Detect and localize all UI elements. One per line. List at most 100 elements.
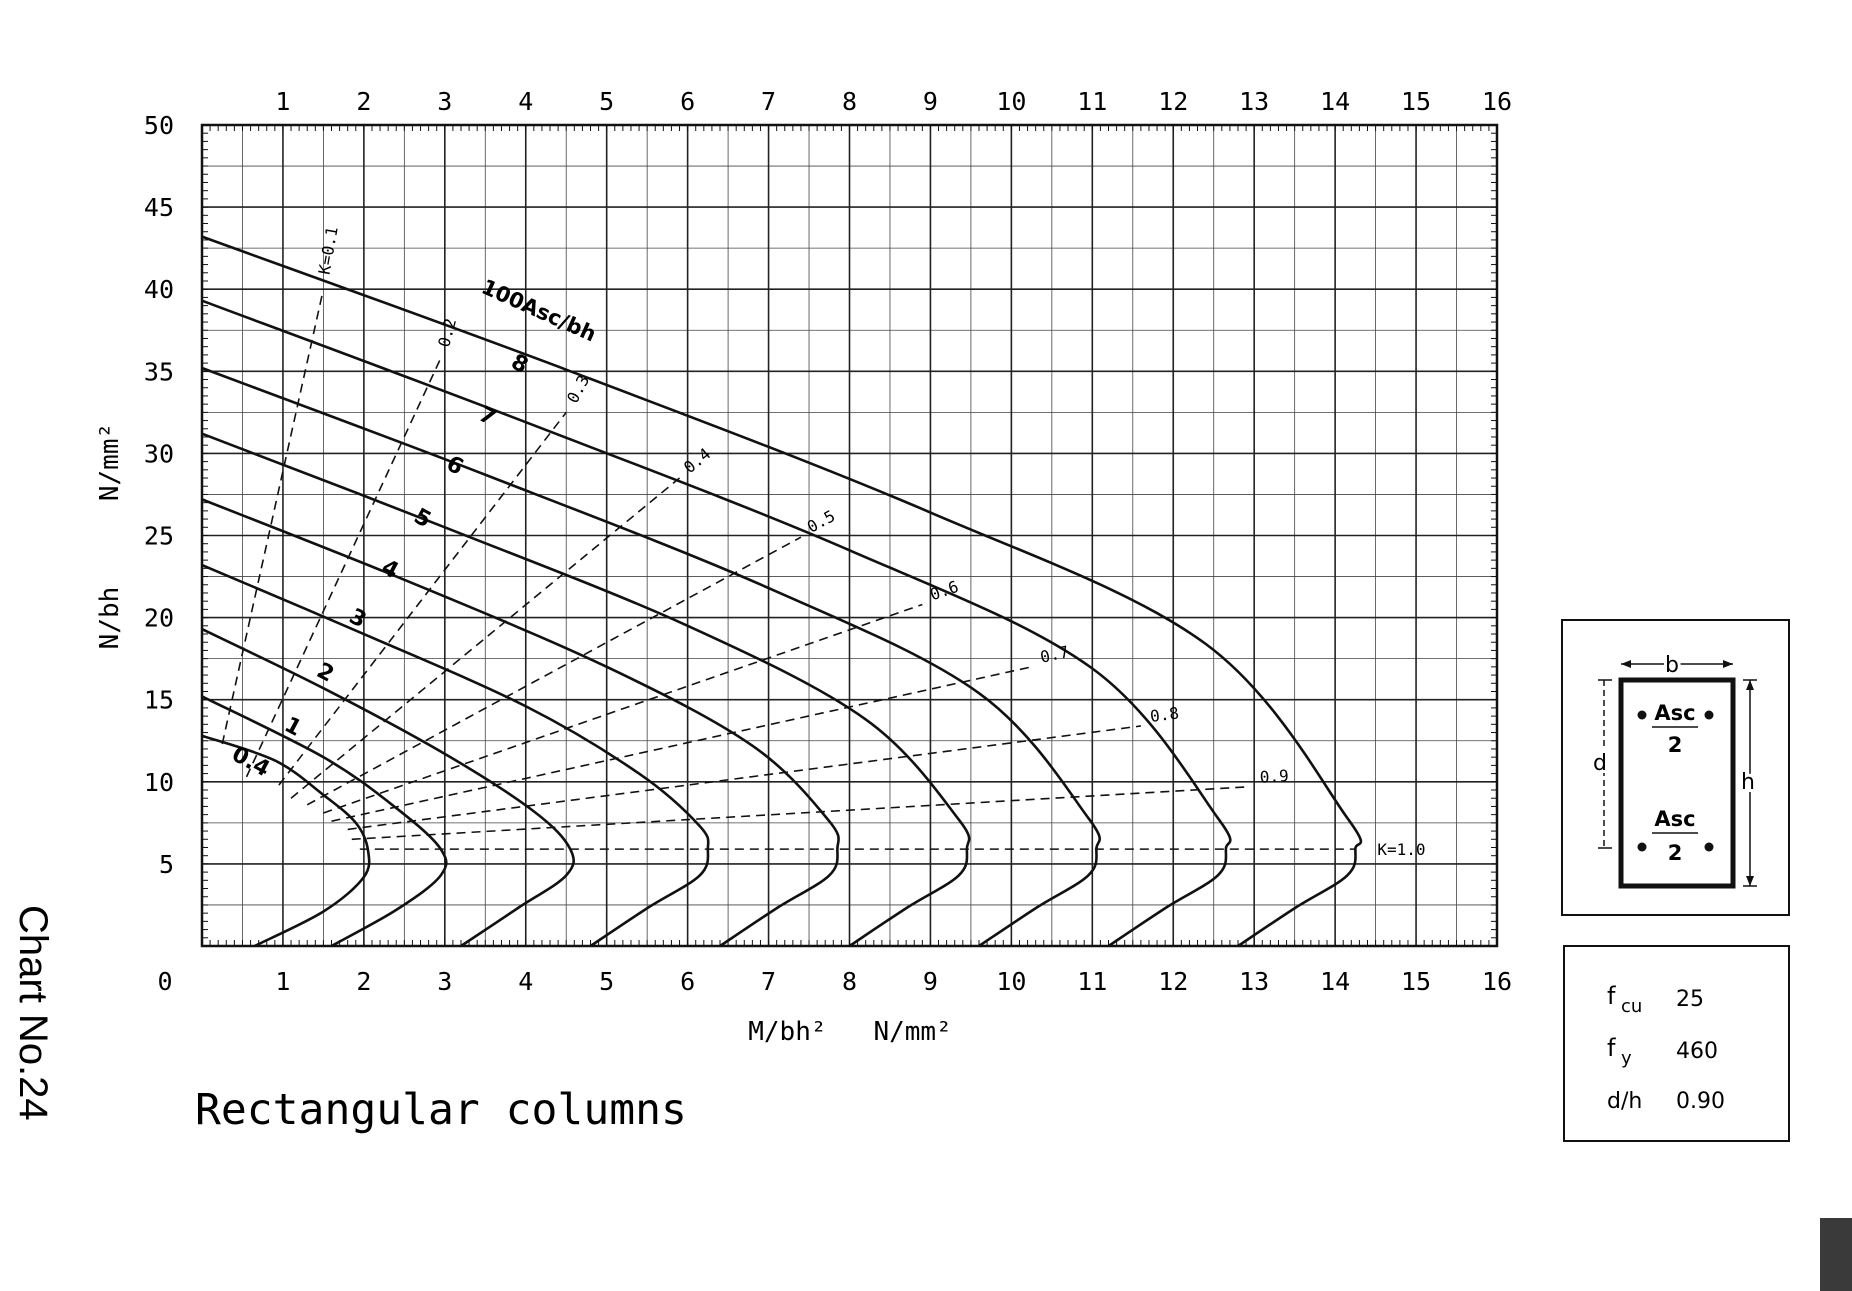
x-tick-label: 9 [923,967,938,996]
x-tick-label: 12 [1158,967,1188,996]
k-line-label: 0.6 [927,577,961,604]
top-bar-left [1637,710,1647,720]
y-tick-label: 30 [144,439,174,468]
chart-number-label: Chart No.24 [11,905,55,1121]
section-diagram-frame [1561,619,1790,916]
y-axis-title: N/bh [95,587,125,650]
k-line [278,411,567,786]
steel-ratio-label: 0.4 [228,742,274,782]
steel-ratio-curve [201,299,1232,948]
k-value-lines [221,289,1356,850]
y-tick-label: 45 [144,193,174,222]
x-top-tick-label: 2 [356,87,371,116]
b-label: b [1665,653,1679,678]
x-tick-label: 4 [518,967,533,996]
y-tick-label: 10 [144,768,174,797]
x-tick-label: 7 [761,967,776,996]
chart-title: Rectangular columns [195,1085,687,1135]
x-top-tick-label: 8 [842,87,857,116]
bottom-steel-denominator: 2 [1668,841,1683,865]
k-line [331,666,1032,822]
param-value: 25 [1676,987,1704,1012]
design-parameters: f cu 25 f y 460 d/h 0.90 [1563,945,1790,1142]
param-symbol: d/h [1607,1089,1642,1114]
k-line-label: 0.7 [1038,642,1070,667]
x-top-tick-label: 5 [599,87,614,116]
x-top-tick-label: 4 [518,87,533,116]
x-tick-label: 13 [1239,967,1269,996]
parameters-frame [1563,945,1790,1142]
x-top-tick-label: 10 [996,87,1026,116]
x-top-tick-label: 7 [761,87,776,116]
steel-ratio-curve [201,627,575,948]
x-tick-label: 8 [842,967,857,996]
steel-ratio-label: 7 [474,402,499,431]
x-top-tick-label: 16 [1482,87,1512,116]
steel-ratio-curve [201,498,840,948]
x-tick-label: 5 [599,967,614,996]
steel-ratio-label: 8 [507,350,532,379]
steel-ratio-curve [201,695,448,948]
steel-ratio-curve [201,734,371,948]
param-subscript: cu [1621,996,1642,1017]
x-tick-label: 10 [996,967,1026,996]
steel-ratio-label: 5 [410,504,435,533]
section-diagram: b d h Asc 2 Asc 2 [1561,619,1790,916]
h-label: h [1741,770,1755,795]
k-line-label: K=1.0 [1377,840,1425,859]
top-steel-numerator: Asc [1654,701,1695,725]
x-top-tick-label: 9 [923,87,938,116]
steel-ratio-axis-label: 100Asc/bh [478,275,600,347]
steel-ratio-curves [201,235,1363,948]
x-tick-label: 14 [1320,967,1350,996]
y-tick-label: 15 [144,686,174,715]
steel-ratio-curve [201,432,971,948]
x-tick-label: 16 [1482,967,1512,996]
page-edge-tab [1820,1218,1852,1291]
top-steel-denominator: 2 [1668,733,1683,757]
param-symbol: f [1607,982,1616,1010]
x-tick-label: 15 [1401,967,1431,996]
bottom-bar-left [1637,842,1647,852]
param-subscript: y [1621,1048,1632,1069]
k-line [306,536,802,806]
k-line-label: K=0.1 [315,225,342,276]
tick-marks [201,124,1498,947]
k-line [245,357,442,778]
k-line [347,725,1141,831]
bottom-bar-right [1704,842,1714,852]
k-line-label: 0.4 [680,444,714,477]
k-line [323,603,923,814]
top-bar-right [1704,710,1714,720]
x-top-tick-label: 14 [1320,87,1350,116]
param-row-dh: d/h 0.90 [1607,1089,1725,1114]
k-line [221,289,325,745]
x-top-tick-label: 6 [680,87,695,116]
steel-ratio-label: 4 [377,555,402,584]
x-top-tick-label: 13 [1239,87,1269,116]
x-tick-label: 6 [680,967,695,996]
param-row-fcu: f cu 25 [1607,982,1704,1017]
param-row-fy: f y 460 [1607,1034,1718,1069]
param-symbol: f [1607,1034,1616,1062]
y-tick-label: 5 [159,850,174,879]
param-value: 460 [1676,1039,1718,1064]
steel-ratio-label: 3 [345,604,370,633]
x-top-tick-label: 3 [437,87,452,116]
d-label: d [1593,751,1607,776]
y-tick-label: 20 [144,604,174,633]
y-axis-unit: N/mm² [95,423,125,501]
x-axis-tick-labels: 1 2 3 4 5 6 7 8 9 10 11 12 13 14 15 16 [275,967,1512,996]
x-tick-label: 2 [356,967,371,996]
b-arrow-right [1723,660,1733,668]
b-arrow-left [1621,660,1631,668]
k-line-label: 0.9 [1259,766,1289,787]
y-axis-tick-labels: 5 10 15 20 25 30 35 40 45 50 [144,111,174,879]
x-top-tick-label: 11 [1077,87,1107,116]
x-tick-label: 11 [1077,967,1107,996]
steel-ratio-curve [201,235,1363,948]
y-tick-label: 50 [144,111,174,140]
bottom-steel-numerator: Asc [1654,807,1695,831]
x-top-tick-label: 15 [1401,87,1431,116]
